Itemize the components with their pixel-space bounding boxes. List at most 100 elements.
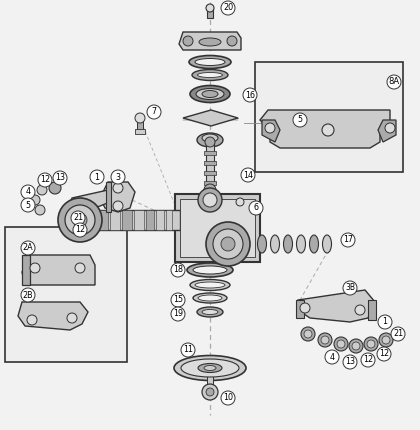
Circle shape bbox=[171, 307, 185, 321]
Circle shape bbox=[355, 305, 365, 315]
Text: 7: 7 bbox=[152, 108, 157, 117]
Ellipse shape bbox=[190, 86, 230, 102]
Bar bbox=[180, 199, 255, 257]
Circle shape bbox=[221, 1, 235, 15]
Circle shape bbox=[113, 201, 123, 211]
Text: 1: 1 bbox=[94, 172, 100, 181]
Circle shape bbox=[213, 229, 243, 259]
Circle shape bbox=[171, 263, 185, 277]
Text: 12: 12 bbox=[379, 350, 389, 359]
Circle shape bbox=[67, 313, 77, 323]
Polygon shape bbox=[22, 255, 95, 285]
Polygon shape bbox=[260, 110, 390, 148]
Text: 13: 13 bbox=[55, 173, 65, 182]
Circle shape bbox=[352, 342, 360, 350]
Circle shape bbox=[73, 213, 87, 227]
Circle shape bbox=[318, 333, 332, 347]
Bar bbox=[156, 210, 164, 230]
Circle shape bbox=[221, 237, 235, 251]
Text: 12: 12 bbox=[363, 356, 373, 365]
Bar bbox=[207, 374, 213, 384]
Circle shape bbox=[322, 124, 334, 136]
Circle shape bbox=[135, 113, 145, 123]
Circle shape bbox=[337, 340, 345, 348]
Text: 4: 4 bbox=[330, 353, 334, 362]
Text: 17: 17 bbox=[343, 236, 353, 245]
Circle shape bbox=[21, 185, 35, 199]
Circle shape bbox=[387, 75, 401, 89]
Text: 1: 1 bbox=[383, 317, 388, 326]
Ellipse shape bbox=[198, 363, 222, 372]
Text: 20: 20 bbox=[223, 3, 233, 12]
Circle shape bbox=[341, 233, 355, 247]
Ellipse shape bbox=[192, 70, 228, 80]
Circle shape bbox=[241, 168, 255, 182]
Circle shape bbox=[111, 170, 125, 184]
Ellipse shape bbox=[181, 359, 239, 377]
Circle shape bbox=[293, 113, 307, 127]
Text: 12: 12 bbox=[75, 225, 85, 234]
Text: 15: 15 bbox=[173, 295, 183, 304]
Circle shape bbox=[206, 388, 214, 396]
Circle shape bbox=[198, 188, 222, 212]
Text: 14: 14 bbox=[243, 171, 253, 179]
Text: 19: 19 bbox=[173, 310, 183, 319]
Circle shape bbox=[300, 303, 310, 313]
Circle shape bbox=[203, 193, 217, 207]
Circle shape bbox=[90, 170, 104, 184]
Ellipse shape bbox=[198, 295, 222, 301]
Text: 2B: 2B bbox=[23, 291, 33, 300]
Bar bbox=[204, 151, 216, 155]
Bar bbox=[137, 118, 143, 130]
Circle shape bbox=[391, 327, 405, 341]
Circle shape bbox=[379, 333, 393, 347]
Polygon shape bbox=[378, 120, 396, 142]
Circle shape bbox=[35, 205, 45, 215]
Ellipse shape bbox=[174, 356, 246, 381]
Circle shape bbox=[364, 337, 378, 351]
Ellipse shape bbox=[190, 280, 230, 291]
Bar bbox=[204, 181, 216, 185]
Circle shape bbox=[181, 343, 195, 357]
Bar bbox=[175, 194, 260, 262]
Bar bbox=[22, 255, 30, 285]
Text: 5: 5 bbox=[26, 200, 31, 209]
Circle shape bbox=[27, 315, 37, 325]
Circle shape bbox=[243, 88, 257, 102]
Text: 18: 18 bbox=[173, 265, 183, 274]
Bar bbox=[122, 210, 132, 230]
Circle shape bbox=[206, 4, 214, 12]
Ellipse shape bbox=[204, 366, 216, 371]
Polygon shape bbox=[179, 32, 241, 50]
Text: 3B: 3B bbox=[345, 283, 355, 292]
Polygon shape bbox=[262, 120, 280, 142]
Ellipse shape bbox=[297, 235, 305, 253]
Bar bbox=[206, 140, 214, 190]
Ellipse shape bbox=[195, 282, 225, 288]
Ellipse shape bbox=[187, 263, 233, 277]
Bar bbox=[5, 227, 127, 362]
Circle shape bbox=[361, 353, 375, 367]
Ellipse shape bbox=[195, 58, 225, 65]
Polygon shape bbox=[298, 290, 375, 322]
Polygon shape bbox=[183, 110, 238, 126]
Bar bbox=[106, 182, 111, 212]
Circle shape bbox=[58, 198, 102, 242]
Bar bbox=[72, 210, 180, 230]
Bar bbox=[204, 161, 216, 165]
Ellipse shape bbox=[202, 90, 218, 98]
Text: 3: 3 bbox=[116, 172, 121, 181]
Text: 21: 21 bbox=[393, 329, 403, 338]
Circle shape bbox=[325, 350, 339, 364]
Circle shape bbox=[30, 263, 40, 273]
Ellipse shape bbox=[284, 235, 292, 253]
Ellipse shape bbox=[193, 293, 227, 303]
Circle shape bbox=[377, 347, 391, 361]
Text: 4: 4 bbox=[26, 187, 31, 197]
Circle shape bbox=[73, 223, 87, 237]
Text: 21: 21 bbox=[73, 214, 83, 222]
Circle shape bbox=[236, 198, 244, 206]
Circle shape bbox=[349, 339, 363, 353]
Ellipse shape bbox=[197, 73, 223, 77]
Circle shape bbox=[183, 36, 193, 46]
